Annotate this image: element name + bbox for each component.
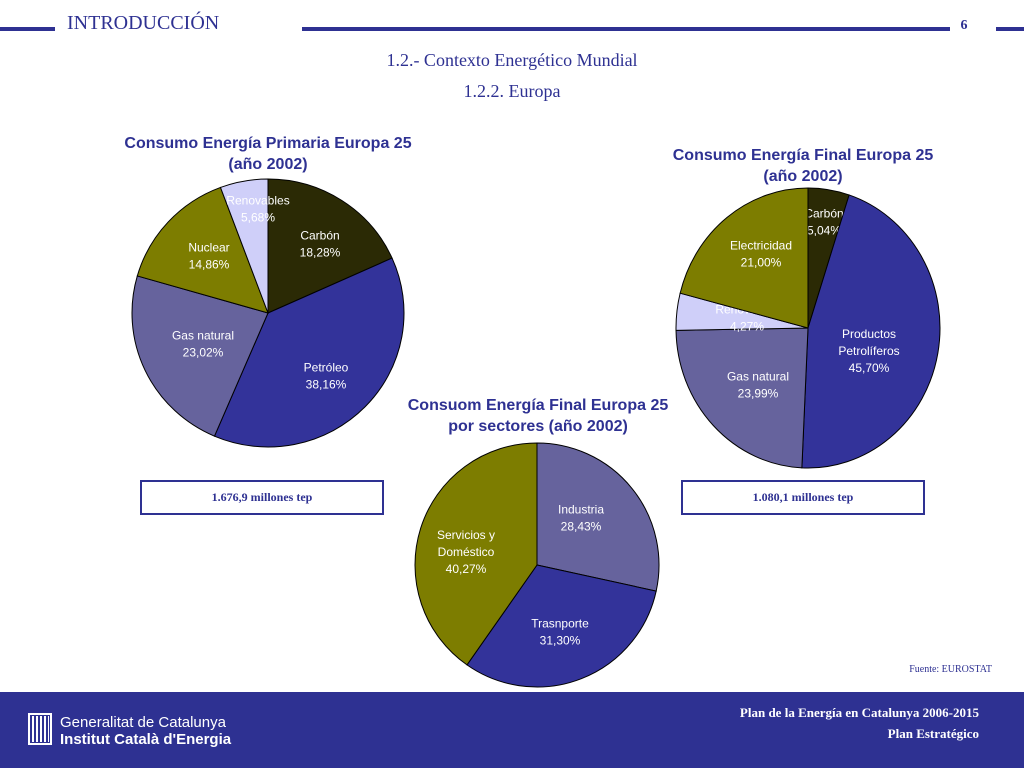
footer-org-institute: Institut Català d'Energia bbox=[60, 731, 232, 748]
pie-label-gas-natural: Gas natural 23,02% bbox=[172, 329, 234, 360]
header-rule-left bbox=[0, 27, 55, 31]
pie-slice-electricidad bbox=[679, 187, 809, 329]
pie-label-carbon: Carbón 18,28% bbox=[300, 229, 341, 260]
footer-plan-subtitle: Plan Estratégico bbox=[887, 726, 979, 741]
pie-label-trasnporte: Trasnporte 31,30% bbox=[531, 617, 589, 648]
header-rule-right bbox=[302, 27, 950, 31]
pie-label-renovables: Renovables 5,68% bbox=[226, 194, 289, 225]
pie-slice-servicios-y-domestico bbox=[414, 442, 538, 666]
pie-label-electricidad: Electricidad 21,00% bbox=[730, 239, 792, 270]
pie-label-nuclear: Nuclear 14,86% bbox=[188, 241, 229, 272]
pie-label-carbon: Carbón 5,04% bbox=[804, 207, 843, 238]
pie-label-petroleo: Petróleo 38,16% bbox=[304, 361, 349, 392]
page-number: 6 bbox=[960, 18, 968, 33]
slide-subsubtitle: 1.2.2. Europa bbox=[463, 81, 561, 101]
chart-sectors-title-line1: Consuom Energía Final Europa 25 bbox=[407, 397, 669, 414]
pie-label-gas-natural: Gas natural 23,99% bbox=[727, 370, 789, 401]
chart-final-title-line1: Consumo Energía Final Europa 25 bbox=[672, 147, 934, 164]
chart-final-total-box: 1.080,1 millones tep bbox=[681, 480, 925, 515]
pie-label-servicios-y-domestico: Servicios y Doméstico 40,27% bbox=[437, 528, 495, 576]
section-title: INTRODUCCIÓN bbox=[67, 12, 220, 34]
chart-sectors-title-line2: por sectores (año 2002) bbox=[448, 418, 628, 435]
footer-plan-title: Plan de la Energía en Catalunya 2006-201… bbox=[739, 705, 979, 720]
pie-slice-industria bbox=[536, 442, 660, 592]
chart-final-title-line2: (año 2002) bbox=[763, 168, 843, 185]
pie-label-productos-petroliferos: Productos Petrolíferos 45,70% bbox=[838, 327, 899, 375]
chart-final-pie: Carbón 5,04% Productos Petrolíferos 45,70% Ga… bbox=[675, 187, 941, 469]
footer-org-name: Generalitat de Catalunya bbox=[60, 714, 226, 731]
pie-slice-carbon bbox=[267, 178, 393, 314]
chart-final-title: Consumo Energía Final Europa 25 (año 200… bbox=[650, 145, 956, 187]
footer-bar bbox=[0, 692, 1024, 768]
slide-subtitle: 1.2.- Contexto Energético Mundial bbox=[386, 50, 638, 70]
generalitat-logo-icon bbox=[28, 713, 52, 745]
header-rule-end bbox=[996, 27, 1024, 31]
source-note: Fuente: EUROSTAT bbox=[909, 664, 992, 675]
pie-slice-renovables bbox=[219, 178, 269, 314]
pie-slice-trasnporte bbox=[466, 564, 657, 688]
pie-slice-gas-natural bbox=[131, 275, 269, 437]
chart-primary-title-line2: (año 2002) bbox=[228, 156, 308, 173]
chart-primary-pie: Carbón 18,28% Petróleo 38,16% Gas natural 23,… bbox=[131, 178, 405, 448]
pie-slice-productos-petroliferos bbox=[801, 194, 941, 469]
chart-sectors-title: Consuom Energía Final Europa 25 por sect… bbox=[396, 395, 680, 437]
pie-slice-gas-natural bbox=[675, 327, 809, 469]
pie-label-industria: Industria 28,43% bbox=[558, 503, 604, 534]
chart-primary-title: Consumo Energía Primaria Europa 25 (año … bbox=[90, 133, 446, 175]
pie-slice-nuclear bbox=[136, 186, 269, 314]
chart-sectors-pie: Industria 28,43% Trasnporte 31,30% Servicios… bbox=[414, 442, 660, 688]
chart-primary-total-box: 1.676,9 millones tep bbox=[140, 480, 384, 515]
pie-slice-petroleo bbox=[213, 257, 405, 448]
chart-primary-title-line1: Consumo Energía Primaria Europa 25 bbox=[124, 135, 412, 152]
